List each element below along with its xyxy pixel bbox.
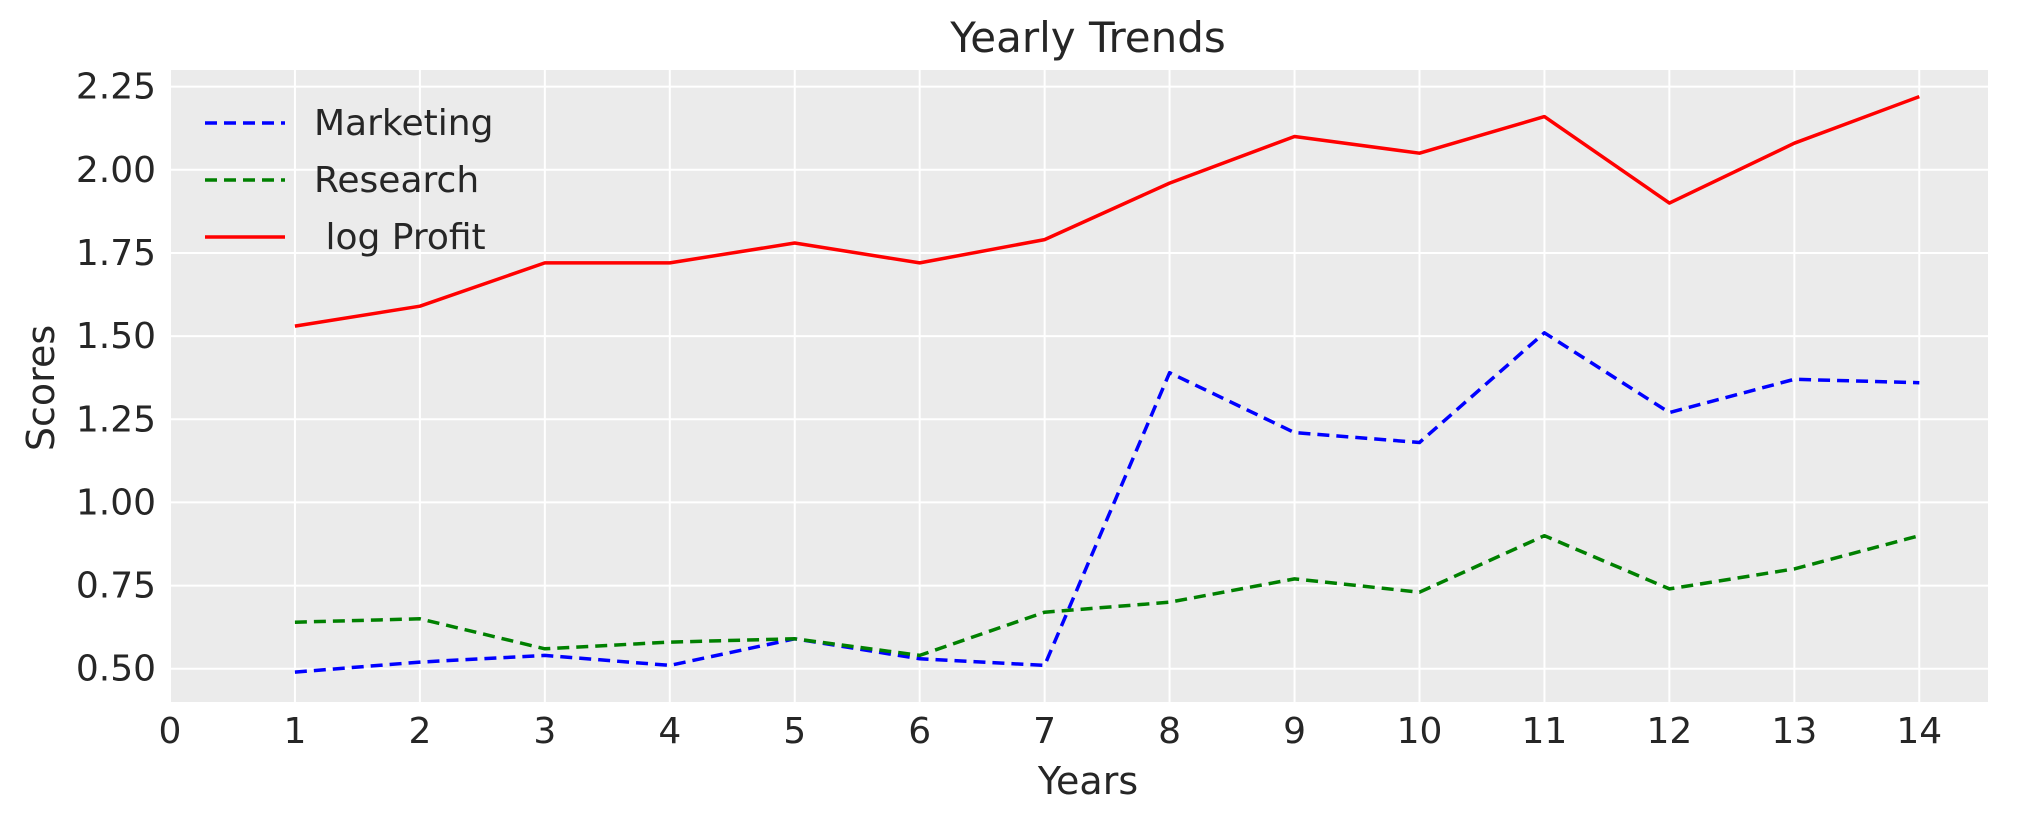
x-tick-label: 0 (159, 711, 182, 752)
chart-title: Yearly Trends (949, 13, 1226, 62)
x-tick-label: 12 (1646, 711, 1692, 752)
y-axis-title: Scores (19, 325, 63, 451)
x-tick-label: 2 (408, 711, 431, 752)
series-line-marketing (294, 331, 1920, 674)
x-tick-label: 9 (1283, 711, 1306, 752)
x-tick-label: 4 (658, 711, 681, 752)
y-tick-labels: 0.50 0.75 1.00 1.25 1.50 1.75 2.00 2.25 (76, 67, 156, 690)
y-tick-label: 2.00 (76, 150, 156, 191)
y-tick-label: 1.50 (76, 316, 156, 357)
y-tick-label: 1.25 (76, 399, 156, 440)
x-tick-label: 8 (1158, 711, 1181, 752)
grid-lines (169, 70, 1988, 702)
x-tick-label: 14 (1896, 711, 1942, 752)
legend: Marketing Research log Profit (205, 103, 493, 258)
y-tick-label: 0.50 (76, 649, 156, 690)
legend-label-research: Research (314, 160, 479, 201)
legend-label-log-profit: log Profit (314, 217, 486, 258)
y-tick-label: 2.25 (76, 67, 156, 108)
plot-background (170, 70, 1988, 702)
series-line-research (294, 533, 1920, 658)
x-tick-label: 6 (908, 711, 931, 752)
series-lines (294, 94, 1920, 674)
x-axis-title: Years (1037, 759, 1138, 803)
y-tick-label: 1.75 (76, 233, 156, 274)
series-line-log-profit (294, 94, 1920, 328)
x-tick-label: 7 (1033, 711, 1056, 752)
x-tick-label: 11 (1522, 711, 1568, 752)
x-tick-label: 10 (1397, 711, 1443, 752)
x-tick-label: 1 (283, 711, 306, 752)
x-tick-label: 3 (533, 711, 556, 752)
x-tick-labels: 0 1 2 3 4 5 6 7 8 9 10 11 12 13 14 (159, 711, 1943, 752)
y-tick-label: 0.75 (76, 566, 156, 607)
y-tick-label: 1.00 (76, 482, 156, 523)
legend-label-marketing: Marketing (314, 103, 493, 144)
x-tick-label: 13 (1771, 711, 1817, 752)
x-tick-label: 5 (783, 711, 806, 752)
